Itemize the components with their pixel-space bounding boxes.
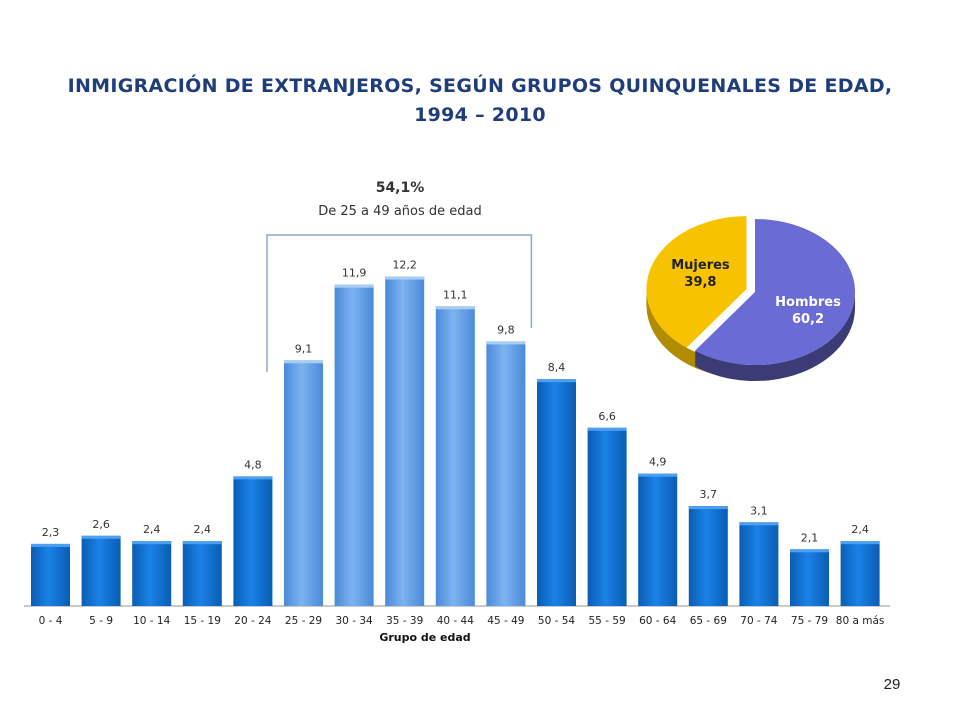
x-tick-label: 80 a más <box>836 615 885 627</box>
x-tick-label: 30 - 34 <box>336 615 374 627</box>
bar-top-highlight <box>840 541 880 545</box>
data-label: 3,1 <box>750 504 768 517</box>
data-label: 2,1 <box>801 531 819 544</box>
data-label: 4,9 <box>649 456 667 469</box>
data-label: 2,4 <box>851 523 869 536</box>
data-label: 2,3 <box>42 526 60 539</box>
pie-slice-mujeres <box>646 216 747 348</box>
bar <box>486 341 526 606</box>
bar <box>31 543 70 606</box>
annotation-value: 54,1% <box>376 180 425 196</box>
bar-top-highlight <box>334 284 374 288</box>
bar-top-highlight <box>31 543 70 547</box>
chart-title-line-1: INMIGRACIÓN DE EXTRANJEROS, SEGÚN GRUPOS… <box>67 75 893 97</box>
bar-top-highlight <box>132 541 172 545</box>
bar-top-highlight <box>790 549 829 553</box>
pie-slice-hombres <box>695 219 855 365</box>
x-axis-title: Grupo de edad <box>379 631 470 644</box>
x-tick-label: 65 - 69 <box>690 615 727 627</box>
x-tick-label: 60 - 64 <box>639 615 677 627</box>
x-tick-label: 35 - 39 <box>386 615 423 627</box>
data-label: 11,9 <box>342 267 367 280</box>
bar <box>638 473 678 606</box>
pie-label-value: 60,2 <box>792 312 824 327</box>
bar-top-highlight <box>486 341 526 345</box>
x-tick-label: 20 - 24 <box>234 615 272 627</box>
bar <box>840 541 880 606</box>
bar-top-highlight <box>385 276 425 280</box>
bar <box>537 379 576 606</box>
data-label: 9,1 <box>295 342 313 355</box>
bar <box>790 549 829 606</box>
pie-label-value: 39,8 <box>684 275 716 290</box>
x-tick-label: 25 - 29 <box>285 615 322 627</box>
data-label: 2,4 <box>143 523 161 536</box>
data-label: 2,6 <box>92 518 110 531</box>
data-label: 2,4 <box>194 523 212 536</box>
x-tick-label: 15 - 19 <box>184 615 221 627</box>
bar-series: 2,3 0 - 4 2,6 5 - 9 2,4 10 - 14 2,4 15 - 19 4,8 2… <box>24 180 890 644</box>
data-label: 11,1 <box>443 288 468 301</box>
chart-title: INMIGRACIÓN DE EXTRANJEROS, SEGÚN GRUPOS… <box>20 72 940 130</box>
annotation-text: De 25 a 49 años de edad <box>318 204 482 219</box>
data-label: 4,8 <box>244 458 262 471</box>
x-tick-label: 0 - 4 <box>39 615 63 627</box>
pie-slice-depth <box>695 292 855 382</box>
pie-label-name: Mujeres <box>671 258 730 273</box>
x-tick-label: 5 - 9 <box>89 615 113 627</box>
bar <box>233 476 273 606</box>
bar-top-highlight <box>587 427 627 431</box>
x-tick-label: 70 - 74 <box>740 615 778 627</box>
x-tick-label: 55 - 59 <box>589 615 626 627</box>
x-tick-label: 50 - 54 <box>538 615 576 627</box>
bar <box>182 541 222 606</box>
data-label: 9,8 <box>497 323 515 336</box>
data-label: 12,2 <box>392 259 417 272</box>
bar-top-highlight <box>638 473 678 477</box>
bar <box>284 360 323 606</box>
x-tick-label: 45 - 49 <box>487 615 524 627</box>
bar-top-highlight <box>233 476 273 480</box>
data-label: 8,4 <box>548 361 566 374</box>
chart-title-line-2: 1994 – 2010 <box>414 104 546 126</box>
annotation-bracket <box>266 234 533 372</box>
x-tick-label: 10 - 14 <box>133 615 171 627</box>
bar-top-highlight <box>537 379 576 383</box>
bar <box>587 427 627 606</box>
pie-chart: Mujeres 39,8 Hombres 60,2 <box>646 216 855 382</box>
bar-top-highlight <box>739 522 779 526</box>
bar-top-highlight <box>81 535 121 539</box>
bar-top-highlight <box>284 360 323 364</box>
bar <box>435 306 475 606</box>
data-label: 6,6 <box>598 410 616 423</box>
bar-top-highlight <box>435 306 475 310</box>
bar <box>385 276 425 606</box>
bar <box>688 506 728 606</box>
bar-top-highlight <box>688 506 728 510</box>
data-label: 3,7 <box>700 488 718 501</box>
x-tick-label: 75 - 79 <box>791 615 828 627</box>
bar <box>132 541 172 606</box>
pie-label-name: Hombres <box>775 295 841 310</box>
bar <box>334 284 374 606</box>
bar-top-highlight <box>182 541 222 545</box>
x-tick-label: 40 - 44 <box>437 615 475 627</box>
bar <box>81 535 121 606</box>
page-number: 29 <box>883 676 901 693</box>
bar <box>739 522 779 606</box>
